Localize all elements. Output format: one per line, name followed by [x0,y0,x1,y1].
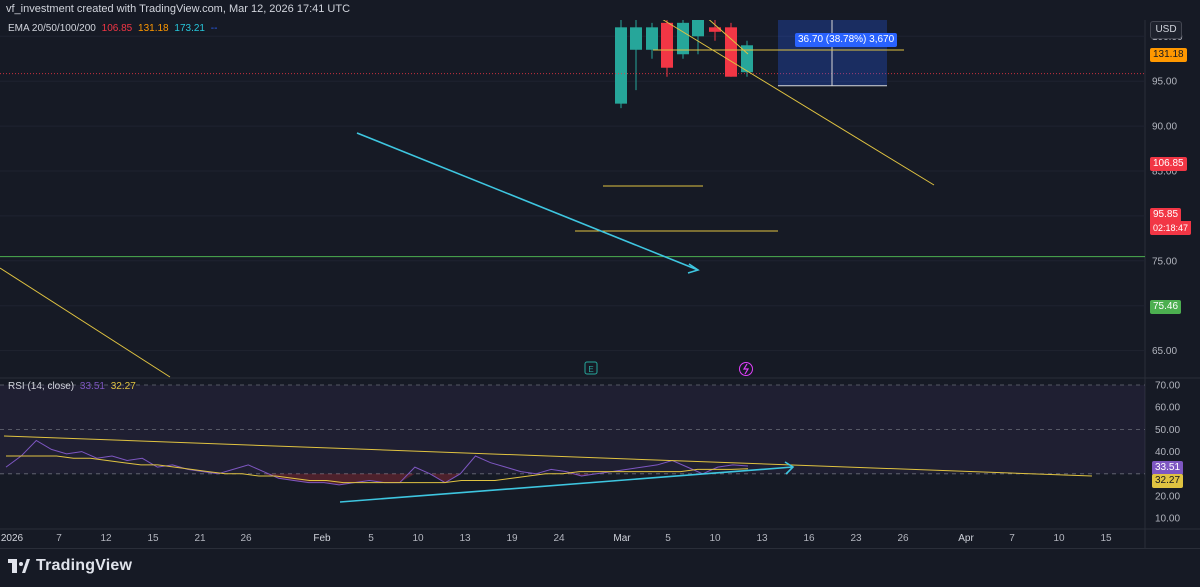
time-tick-label: 5 [368,533,374,544]
time-tick-label: 15 [147,533,159,544]
time-tick-label: 5 [665,533,671,544]
ema20-price-label: 106.85 [1150,157,1187,171]
time-tick-label: 24 [553,533,565,544]
time-tick-label: 26 [897,533,909,544]
candle [615,18,627,108]
time-tick-label: 10 [709,533,721,544]
earnings-icon-letter: E [588,365,593,374]
support-price-label: 75.46 [1150,300,1181,314]
rsi-tick-label: 60.00 [1155,403,1180,414]
ema-legend-title: EMA 20/50/100/200 [8,23,96,34]
candle-body [630,27,642,49]
candle-body [661,23,673,68]
time-tick-label: 21 [194,533,206,544]
ema200-value: -- [211,23,218,34]
time-tick-label: 10 [412,533,424,544]
currency-button[interactable]: USD [1150,21,1182,39]
time-tick-label: Apr [958,533,974,544]
measure-label: 36.70 (38.78%) 3,670 [795,33,897,47]
tradingview-wordmark: TradingView [36,557,132,575]
time-tick-label: 16 [803,533,815,544]
price-tick-label: 75.00 [1152,256,1177,267]
tradingview-logo[interactable]: TradingView [8,557,132,575]
time-tick-label: 7 [56,533,62,544]
rsi-axis-label: 33.51 [1152,461,1183,475]
rsi-legend-title: RSI (14, close) [8,381,74,392]
time-tick-label: 7 [1009,533,1015,544]
time-tick-label: 12 [100,533,112,544]
tradingview-logo-icon [8,559,30,573]
time-tick-label: 13 [459,533,471,544]
rsi-ma-axis-label: 32.27 [1152,474,1183,488]
rsi-legend[interactable]: RSI (14, close) 33.51 32.27 [8,381,136,392]
rsi-value: 33.51 [80,381,105,392]
time-tick-label: 10 [1053,533,1065,544]
ema50-value: 131.18 [138,23,169,34]
attribution-text: vf_investment created with TradingView.c… [6,3,350,15]
candle-body [615,27,627,103]
rsi-tick-label: 20.00 [1155,492,1180,503]
ema-legend[interactable]: EMA 20/50/100/200 106.85 131.18 173.21 -… [8,23,217,34]
time-tick-label: Feb [313,533,331,544]
price-tick-label: 90.00 [1152,122,1177,133]
time-tick-label: 2026 [1,533,24,544]
price-tick-label: 95.00 [1152,77,1177,88]
rsi-tick-label: 50.00 [1155,425,1180,436]
time-tick-label: 13 [756,533,768,544]
time-tick-label: 15 [1100,533,1112,544]
price-tick-label: 65.00 [1152,346,1177,357]
attribution-bar: vf_investment created with TradingView.c… [0,0,1200,20]
ema20-value: 106.85 [102,23,133,34]
candle-body [692,18,704,36]
ema100-value: 173.21 [174,23,205,34]
rsi-ma-value: 32.27 [111,381,136,392]
time-tick-label: Mar [613,533,631,544]
time-tick-label: 19 [506,533,518,544]
rsi-tick-label: 40.00 [1155,447,1180,458]
time-tick-label: 23 [850,533,862,544]
ema50-price-label: 131.18 [1150,48,1187,62]
rsi-tick-label: 10.00 [1155,514,1180,525]
time-tick-label: 26 [240,533,252,544]
footer-bar: TradingView [0,548,1200,587]
countdown-label: 02:18:47 [1150,221,1191,235]
last-price-label: 95.85 [1150,208,1181,222]
rsi-tick-label: 70.00 [1155,381,1180,392]
candle-body [646,27,658,49]
